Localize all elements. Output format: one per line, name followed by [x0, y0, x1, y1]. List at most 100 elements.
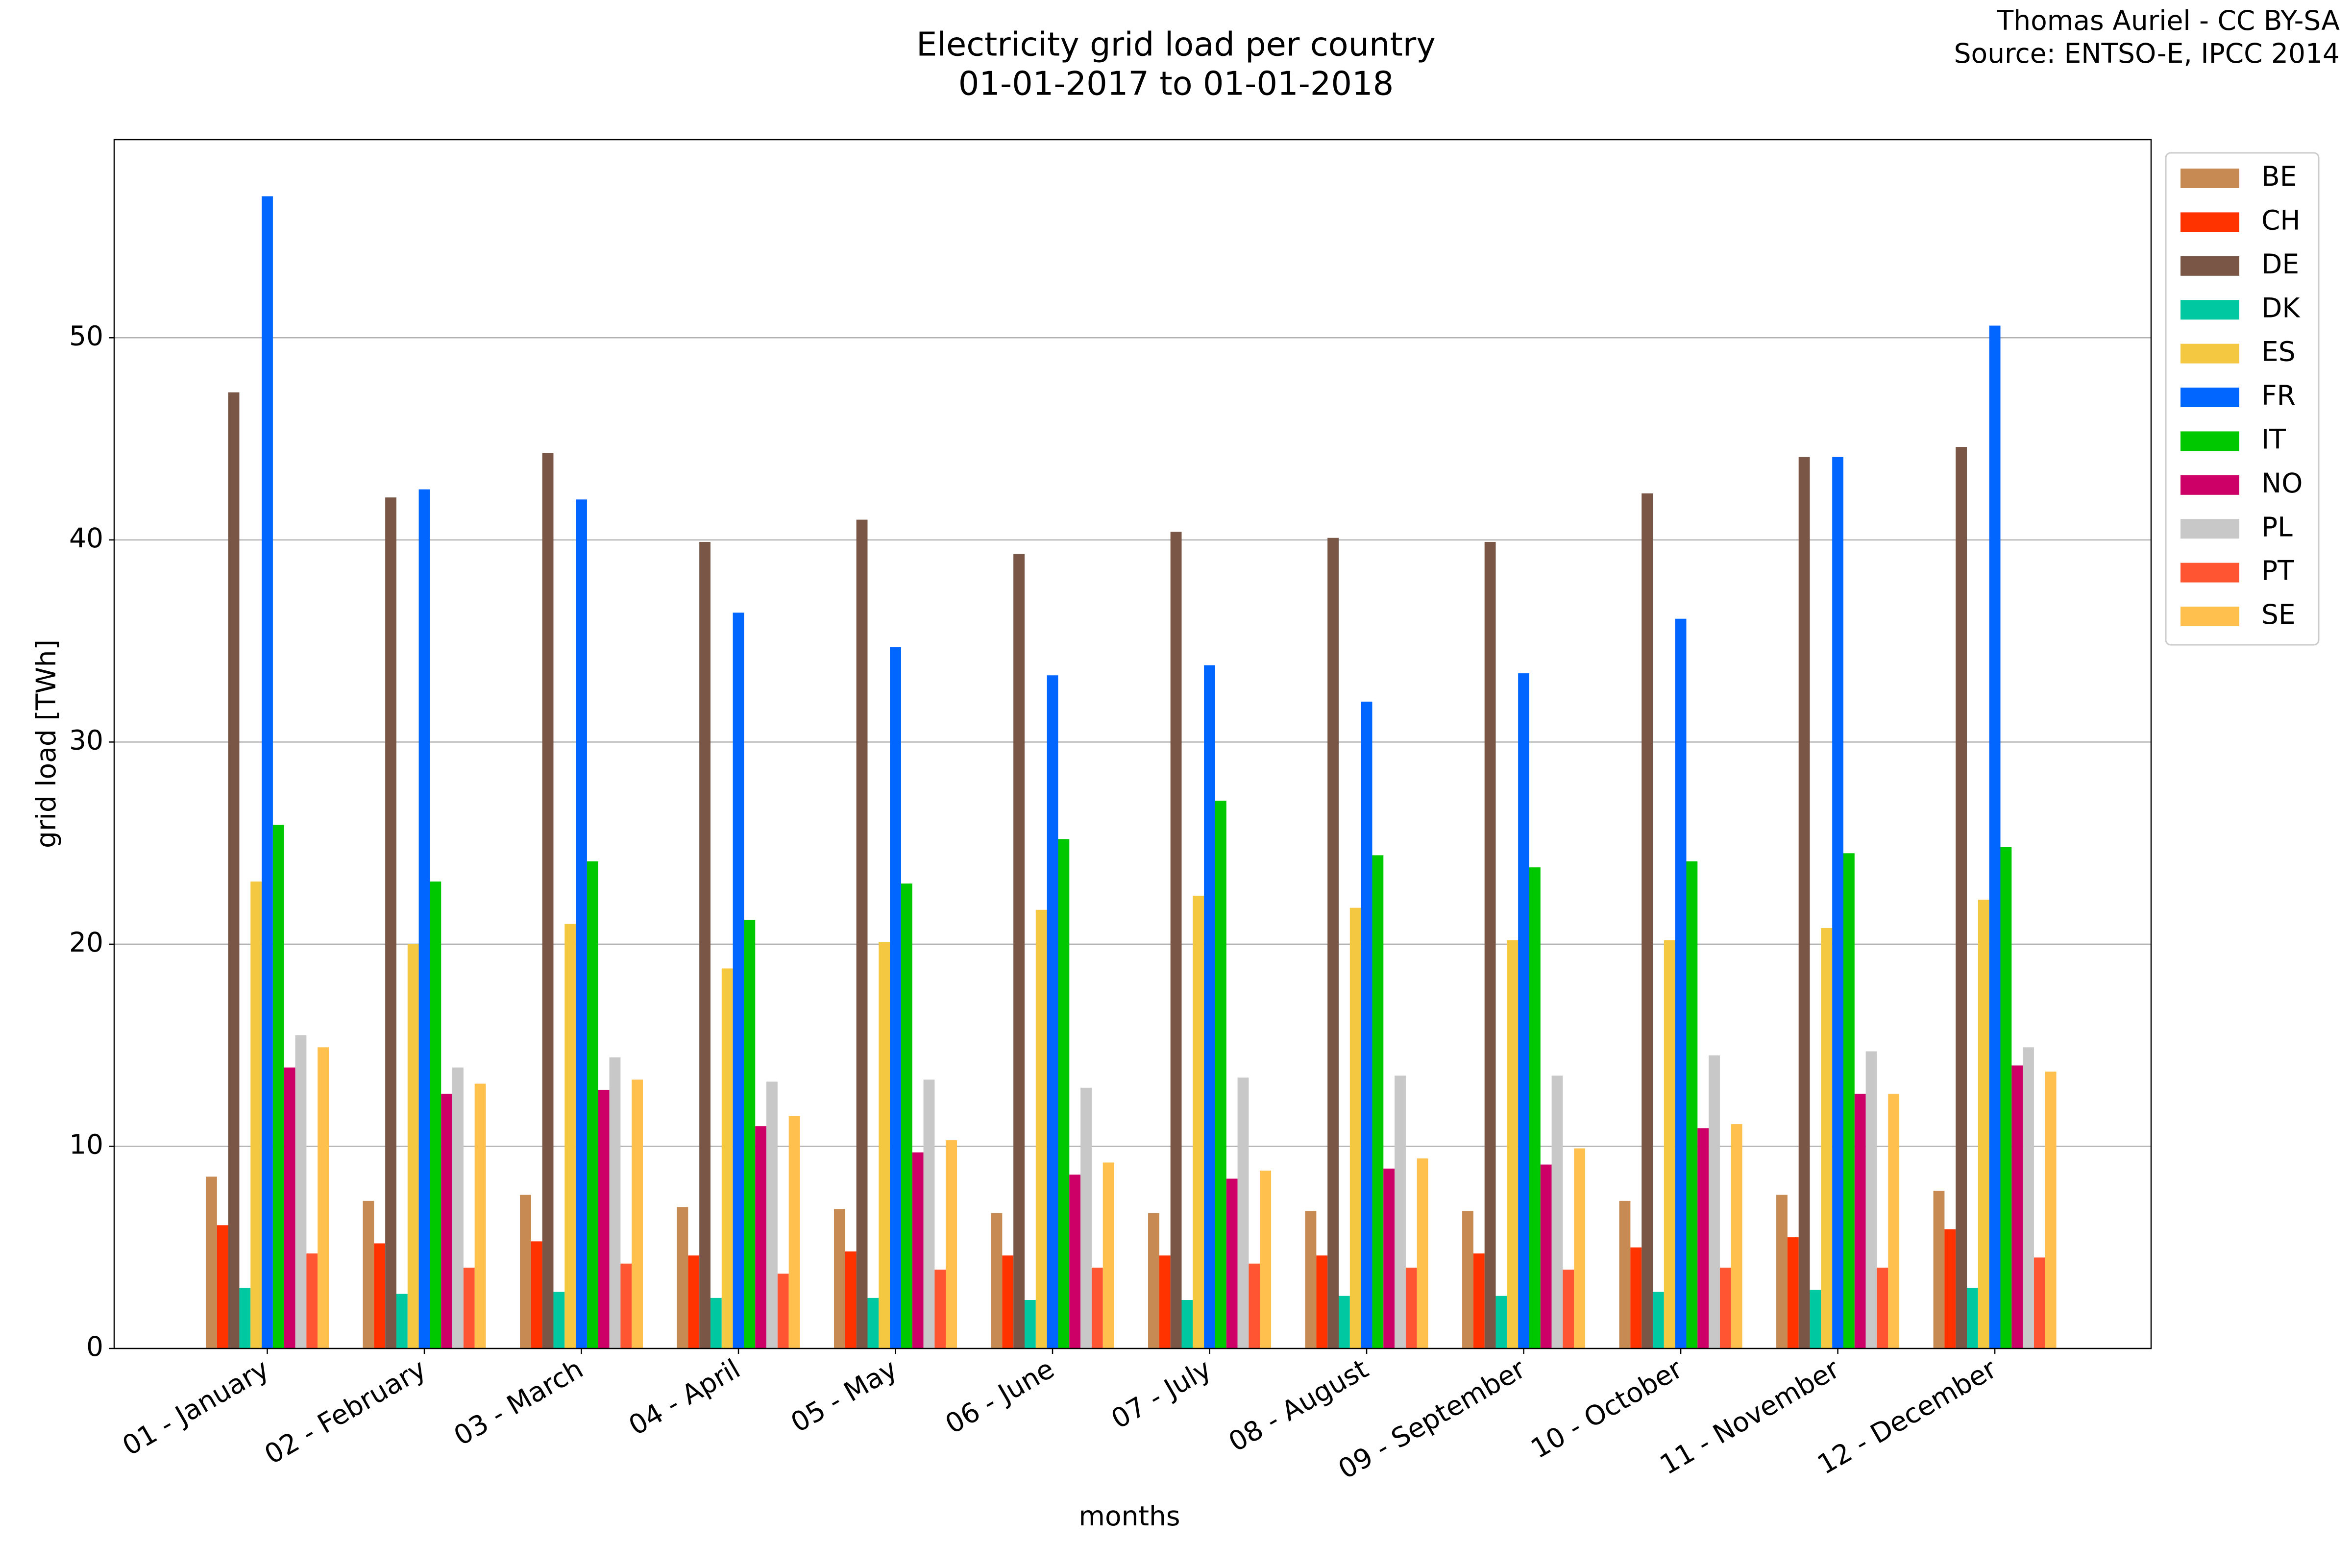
bar — [1170, 532, 1182, 1348]
bar — [430, 882, 441, 1348]
bar — [407, 944, 419, 1348]
bar — [1035, 909, 1047, 1348]
bar — [1854, 1094, 1866, 1348]
legend-label: BE — [2261, 161, 2297, 192]
bar — [1731, 1124, 1742, 1348]
legend-label: PT — [2261, 555, 2294, 587]
bar — [620, 1263, 632, 1348]
bar — [1395, 1076, 1406, 1348]
bar — [452, 1067, 464, 1348]
bar — [363, 1200, 374, 1348]
bar — [834, 1209, 845, 1348]
x-tick-label: 03 - March — [448, 1353, 588, 1452]
y-tick-label: 40 — [69, 522, 103, 554]
bar — [418, 489, 430, 1349]
bar — [1843, 853, 1855, 1348]
bar — [991, 1213, 1003, 1348]
bar — [272, 825, 284, 1348]
legend-label: IT — [2261, 424, 2286, 455]
bar — [385, 497, 396, 1348]
bar — [1327, 538, 1339, 1348]
bar — [755, 1126, 767, 1348]
y-tick-label: 50 — [69, 320, 103, 351]
y-tick-label: 10 — [69, 1129, 103, 1160]
bar — [1507, 940, 1519, 1348]
bar — [587, 861, 598, 1348]
bar — [318, 1047, 329, 1348]
bar — [1316, 1255, 1328, 1348]
bar — [1518, 673, 1529, 1348]
bar — [474, 1083, 486, 1348]
bar — [788, 1116, 800, 1348]
legend-swatch — [2180, 169, 2239, 188]
bar — [1080, 1087, 1092, 1348]
bar — [1204, 665, 1215, 1348]
y-tick-label: 0 — [86, 1331, 103, 1362]
bar — [1529, 867, 1541, 1348]
bar — [1305, 1211, 1317, 1348]
bar — [2023, 1047, 2034, 1348]
bar — [205, 1176, 217, 1348]
bar — [2034, 1257, 2045, 1348]
x-tick-label: 04 - April — [623, 1353, 745, 1442]
legend-label: PL — [2261, 511, 2293, 542]
legend-label: DE — [2261, 248, 2299, 280]
bar — [1159, 1255, 1171, 1348]
bar — [531, 1241, 542, 1348]
legend-swatch — [2180, 431, 2239, 451]
x-tick-label: 10 - October — [1525, 1353, 1688, 1465]
bar — [1865, 1051, 1877, 1348]
bar — [879, 942, 890, 1348]
bar — [576, 499, 587, 1348]
bar — [1551, 1076, 1563, 1348]
bar — [1148, 1213, 1159, 1348]
bar — [1664, 940, 1675, 1348]
bar — [1237, 1078, 1249, 1348]
legend: BE CH DE DK ES FR IT NO PL PT SE — [2165, 152, 2320, 646]
bar — [1462, 1211, 1473, 1348]
bar — [1944, 1229, 1956, 1348]
y-tick-label: 20 — [69, 927, 103, 958]
bar — [1810, 1290, 1821, 1348]
legend-swatch — [2180, 343, 2239, 364]
x-axis-label: months — [1078, 1500, 1180, 1532]
bar — [1798, 457, 1810, 1348]
credit: Thomas Auriel - CC BY-SA — [1997, 5, 2340, 36]
bar — [1013, 554, 1025, 1348]
legend-label: FR — [2261, 380, 2296, 411]
bar — [1967, 1288, 1978, 1348]
legend-swatch — [2180, 563, 2239, 583]
bar — [733, 612, 744, 1348]
legend-label: ES — [2261, 336, 2296, 368]
bar — [1249, 1263, 1260, 1348]
bar — [1787, 1237, 1799, 1348]
bar — [1058, 839, 1070, 1348]
x-tick-label: 07 - July — [1106, 1353, 1217, 1435]
legend-swatch — [2180, 475, 2239, 495]
bar — [777, 1274, 789, 1348]
bar — [1002, 1255, 1014, 1348]
plot-frame — [113, 139, 2152, 1349]
x-tick-label: 01 - January — [117, 1353, 274, 1462]
bar — [699, 541, 710, 1348]
bar — [744, 920, 756, 1348]
x-tick-label: 05 - May — [785, 1353, 903, 1439]
legend-swatch — [2180, 256, 2239, 276]
bar — [721, 968, 733, 1348]
bar — [239, 1288, 251, 1348]
bar — [564, 924, 576, 1348]
bar — [250, 882, 262, 1348]
bar — [1383, 1168, 1395, 1348]
x-tick-label: 08 - August — [1223, 1353, 1373, 1458]
bar — [1719, 1267, 1731, 1348]
legend-swatch — [2180, 300, 2239, 320]
bar — [306, 1253, 318, 1348]
bar — [2011, 1065, 2023, 1348]
bar — [2000, 847, 2012, 1348]
bar — [912, 1152, 924, 1348]
bar — [1697, 1128, 1709, 1348]
bar — [228, 392, 240, 1348]
bar — [463, 1267, 475, 1348]
bar — [1709, 1055, 1720, 1348]
